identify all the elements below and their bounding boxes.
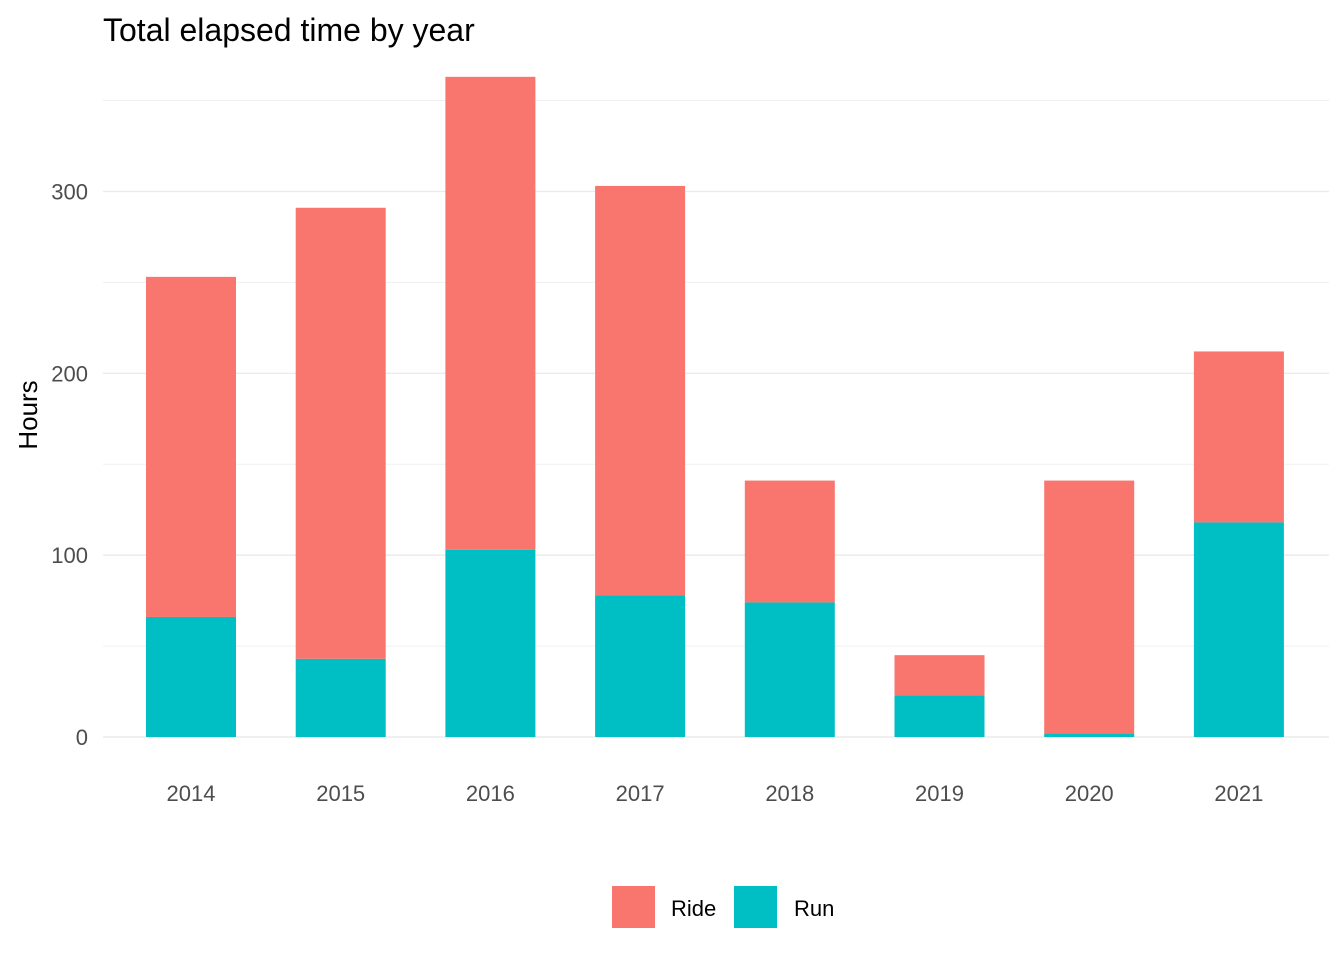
legend-key-run — [734, 886, 777, 928]
y-axis-ticks: 0 100 200 300 — [51, 179, 88, 750]
x-tick-label: 2014 — [167, 781, 216, 806]
bar-run-2017 — [595, 595, 686, 737]
bar-run-2021 — [1193, 522, 1284, 737]
bar-ride-2017 — [595, 185, 686, 596]
bar-ride-2019 — [894, 655, 985, 696]
y-tick-label: 0 — [76, 725, 88, 750]
chart-title: Total elapsed time by year — [103, 12, 475, 48]
x-tick-label: 2017 — [616, 781, 665, 806]
y-tick-label: 100 — [51, 543, 88, 568]
x-tick-label: 2021 — [1214, 781, 1263, 806]
x-tick-label: 2019 — [915, 781, 964, 806]
y-tick-label: 300 — [51, 179, 88, 204]
legend-label-run: Run — [794, 896, 834, 921]
bars — [146, 76, 1284, 737]
bar-run-2016 — [445, 549, 536, 737]
bar-run-2018 — [744, 602, 835, 737]
bar-ride-2018 — [744, 480, 835, 603]
x-tick-label: 2016 — [466, 781, 515, 806]
legend-label-ride: Ride — [671, 896, 716, 921]
bar-ride-2020 — [1044, 480, 1135, 734]
x-tick-label: 2018 — [765, 781, 814, 806]
bar-ride-2016 — [445, 76, 536, 550]
legend: Ride Run — [612, 886, 834, 928]
grid-lines — [103, 99, 1329, 738]
bar-ride-2014 — [146, 276, 236, 617]
y-tick-label: 200 — [51, 361, 88, 386]
legend-key-ride — [612, 886, 655, 928]
y-axis-label: Hours — [13, 380, 43, 449]
bar-run-2014 — [146, 616, 236, 737]
bar-run-2015 — [295, 658, 386, 737]
x-tick-label: 2020 — [1065, 781, 1114, 806]
bar-run-2019 — [894, 695, 985, 737]
x-tick-label: 2015 — [316, 781, 365, 806]
bar-run-2020 — [1044, 733, 1135, 737]
bar-ride-2021 — [1193, 351, 1284, 523]
bar-ride-2015 — [295, 207, 386, 659]
x-axis-ticks: 2014 2015 2016 2017 2018 2019 2020 2021 — [167, 781, 1264, 806]
